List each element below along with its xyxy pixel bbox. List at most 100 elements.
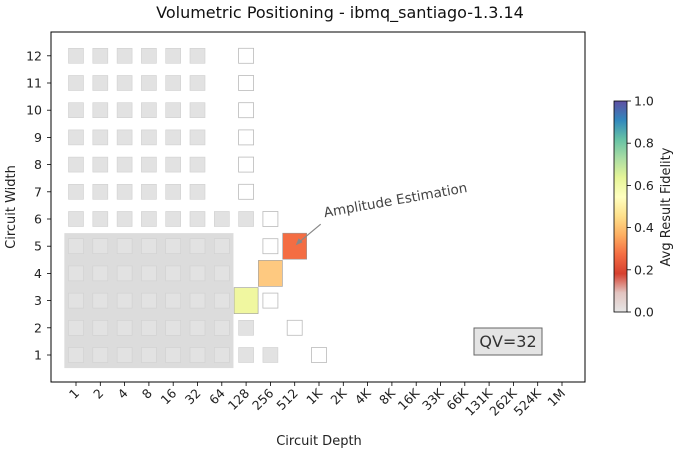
x-tick-label: 8 bbox=[139, 385, 155, 401]
grid-cell bbox=[92, 184, 109, 200]
grid-cell bbox=[238, 347, 254, 363]
y-tick-label: 6 bbox=[34, 212, 42, 227]
grid-cell bbox=[116, 211, 133, 227]
y-tick-label: 12 bbox=[26, 48, 42, 63]
grid-cell bbox=[141, 156, 157, 173]
grid-cell bbox=[214, 211, 230, 227]
x-tick-label: 16K bbox=[395, 385, 423, 413]
grid-cell bbox=[92, 265, 109, 282]
grid-cell bbox=[141, 319, 157, 336]
grid-cell bbox=[116, 265, 133, 282]
grid-cell bbox=[189, 292, 206, 309]
x-tick-label: 16 bbox=[157, 385, 179, 407]
grid-cell bbox=[165, 102, 181, 118]
grid-cell bbox=[214, 347, 230, 363]
grid-cell bbox=[68, 47, 84, 64]
x-tick-label: 1K bbox=[303, 385, 326, 408]
grid-cell bbox=[189, 347, 206, 363]
grid-cell-empty bbox=[238, 183, 255, 200]
grid-cell bbox=[92, 129, 109, 146]
grid-cell bbox=[68, 319, 84, 336]
grid-cell bbox=[68, 184, 84, 200]
x-tick-label: 2K bbox=[327, 385, 350, 408]
grid-cell bbox=[116, 75, 133, 91]
grid-cell bbox=[165, 211, 181, 227]
grid-cell-empty bbox=[238, 129, 255, 146]
y-tick-label: 1 bbox=[34, 348, 42, 363]
grid-cell-empty bbox=[262, 292, 279, 309]
x-tick-label: 32 bbox=[182, 386, 204, 408]
y-tick-label: 11 bbox=[26, 76, 42, 91]
colorbar-tick-label: 0.2 bbox=[634, 262, 654, 277]
x-axis-label: Circuit Depth bbox=[276, 434, 362, 449]
grid-cell bbox=[214, 265, 230, 282]
grid-cell bbox=[68, 102, 84, 118]
annotation-arrowhead bbox=[295, 238, 303, 246]
y-tick-label: 3 bbox=[34, 293, 42, 308]
grid-cell bbox=[92, 347, 109, 363]
grid-cell bbox=[165, 319, 181, 336]
grid-cell bbox=[116, 156, 133, 173]
grid-cell bbox=[189, 238, 206, 254]
grid-cell-empty bbox=[238, 102, 255, 119]
data-point bbox=[258, 260, 283, 287]
y-tick-label: 7 bbox=[34, 184, 42, 199]
colorbar-tick-label: 0.6 bbox=[634, 178, 654, 193]
grid-cell bbox=[92, 102, 109, 118]
x-tick-label: 4 bbox=[114, 385, 130, 401]
grid-cell bbox=[214, 292, 230, 309]
grid-cell-empty bbox=[262, 211, 279, 227]
x-tick-label: 1 bbox=[66, 386, 82, 402]
grid-cell bbox=[92, 319, 109, 336]
x-tick-label: 524K bbox=[511, 385, 545, 419]
y-axis-label: Circuit Width bbox=[4, 165, 19, 249]
grid-cell-empty bbox=[238, 75, 255, 91]
x-tick-label: 512 bbox=[273, 386, 300, 413]
grid-cell-empty bbox=[262, 238, 279, 255]
chart-title: Volumetric Positioning - ibmq_santiago-1… bbox=[156, 3, 524, 23]
y-tick-label: 5 bbox=[34, 239, 42, 254]
colorbar-label: Avg Result Fidelity bbox=[659, 147, 674, 266]
grid-cell bbox=[116, 184, 133, 200]
grid-cell bbox=[116, 347, 133, 363]
grid-cell bbox=[165, 347, 181, 363]
qv-box: QV=32 bbox=[473, 327, 543, 356]
grid-cell bbox=[141, 129, 157, 146]
grid-cell bbox=[165, 156, 181, 173]
grid-cell bbox=[189, 156, 206, 173]
grid-cell bbox=[68, 238, 84, 254]
colorbar-tick-label: 0.0 bbox=[634, 305, 654, 320]
x-tick-label: 33K bbox=[419, 385, 447, 413]
grid-cell bbox=[141, 102, 157, 118]
grid-cell bbox=[141, 184, 157, 200]
grid-cell bbox=[141, 347, 157, 363]
grid-cell bbox=[238, 319, 254, 336]
x-tick-label: 1M bbox=[544, 386, 568, 410]
grid-cell bbox=[68, 129, 84, 146]
x-tick-label: 2 bbox=[90, 386, 106, 402]
colorbar-tick-label: 0.4 bbox=[634, 220, 654, 235]
data-point bbox=[282, 232, 308, 260]
grid-cell bbox=[214, 319, 230, 336]
grid-cell bbox=[92, 47, 109, 64]
grid-cell bbox=[116, 319, 133, 336]
grid-cell bbox=[141, 265, 157, 282]
grid-cell bbox=[165, 265, 181, 282]
colorbar-tick-label: 0.8 bbox=[634, 136, 654, 151]
grid-cell bbox=[68, 265, 84, 282]
grid-cell bbox=[141, 47, 157, 64]
x-tick-label: 4K bbox=[352, 385, 375, 408]
grid-cell bbox=[116, 292, 133, 309]
x-tick-label: 64 bbox=[206, 385, 228, 407]
grid-cell bbox=[165, 129, 181, 146]
colorbar-tick-label: 1.0 bbox=[634, 94, 654, 109]
y-tick-label: 8 bbox=[34, 157, 42, 172]
grid-cell bbox=[116, 102, 133, 118]
grid-cell bbox=[165, 47, 181, 64]
grid-cell-empty bbox=[238, 156, 255, 173]
qv-label: QV=32 bbox=[479, 332, 536, 351]
grid-cell bbox=[68, 156, 84, 173]
y-tick-label: 2 bbox=[34, 320, 42, 335]
grid-cell bbox=[262, 347, 279, 363]
grid-cell bbox=[116, 47, 133, 64]
